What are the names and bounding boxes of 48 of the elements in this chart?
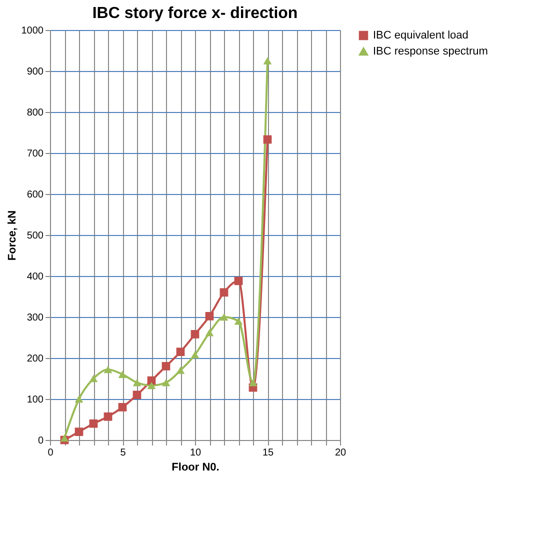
legend-label: IBC equivalent load — [373, 30, 468, 42]
point — [162, 362, 170, 370]
point — [248, 378, 258, 386]
point — [89, 419, 98, 428]
y-tick-label: 100 — [26, 394, 44, 406]
y-tick-label: 500 — [26, 230, 44, 242]
y-tick-label: 700 — [26, 148, 44, 160]
point — [74, 428, 84, 436]
point — [132, 378, 142, 386]
point — [147, 382, 156, 390]
y-axis-title: Force, kN — [6, 210, 18, 261]
point — [104, 412, 112, 421]
point — [74, 395, 84, 403]
chart-title: IBC story force x- direction — [92, 5, 298, 22]
point — [263, 135, 272, 144]
y-tick-label: 0 — [38, 436, 44, 446]
y-tick-label: 900 — [26, 66, 44, 78]
y-tick-label: 600 — [26, 190, 44, 200]
point — [205, 312, 214, 320]
x-tick-label: 5 — [120, 448, 126, 458]
point — [89, 374, 98, 382]
x-tick-label: 15 — [262, 448, 274, 458]
legend-label: IBC response spectrum — [373, 46, 488, 58]
point — [234, 276, 243, 286]
point — [190, 330, 200, 338]
y-tick-label: 200 — [26, 354, 44, 364]
x-tick-label: 20 — [334, 448, 346, 458]
x-axis-title: Floor N0. — [172, 462, 220, 474]
point — [220, 288, 228, 297]
point — [220, 313, 228, 321]
point — [118, 403, 127, 412]
point — [190, 351, 200, 358]
y-tick-label: 300 — [26, 312, 44, 324]
point — [263, 57, 272, 64]
point — [205, 328, 214, 336]
point — [234, 317, 243, 325]
point — [104, 366, 112, 374]
point — [60, 434, 69, 442]
point — [118, 370, 127, 378]
y-tick-label: 800 — [26, 108, 44, 118]
y-tick-label: 1000 — [21, 26, 44, 36]
point — [132, 390, 142, 400]
point — [176, 348, 185, 356]
x-tick-label: 10 — [190, 448, 202, 458]
point — [162, 378, 170, 386]
point — [176, 366, 185, 374]
y-tick-label: 400 — [26, 272, 44, 282]
x-tick-label: 0 — [48, 448, 54, 458]
